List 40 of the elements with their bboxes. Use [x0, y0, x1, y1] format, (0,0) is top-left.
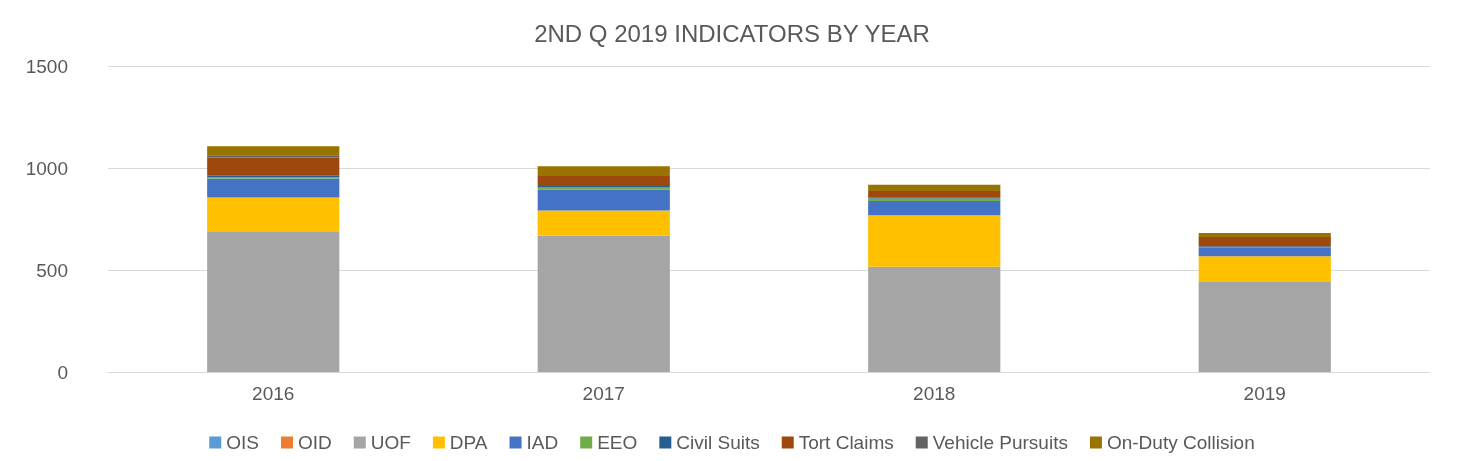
bar — [537, 175, 670, 186]
legend-label: On-Duty Collision — [1106, 432, 1255, 453]
bar — [537, 235, 670, 372]
legend-label: DPA — [449, 432, 488, 453]
bar — [1198, 236, 1331, 247]
bar — [207, 197, 340, 233]
bar — [868, 201, 1001, 216]
legend-label: UOF — [370, 432, 411, 453]
bar — [1198, 247, 1331, 257]
bar — [868, 184, 1001, 192]
bar — [207, 157, 340, 176]
legend-label: EEO — [597, 432, 638, 453]
bar — [868, 215, 1001, 267]
x-tick-label: 2019 — [1243, 383, 1286, 404]
bar — [537, 189, 670, 211]
x-tick-label: 2018 — [913, 383, 956, 404]
y-tick-label: 500 — [36, 259, 68, 281]
bar — [537, 166, 670, 176]
bar — [868, 191, 1001, 198]
bar — [207, 232, 340, 372]
bar — [207, 178, 340, 198]
bar — [1198, 233, 1331, 237]
bar — [207, 155, 340, 158]
bar — [868, 266, 1001, 372]
bar — [1198, 282, 1331, 372]
legend-label: Tort Claims — [798, 432, 894, 453]
legend-label: OIS — [226, 432, 259, 453]
legend-label: IAD — [526, 432, 559, 453]
legend-label: Civil Suits — [676, 432, 760, 453]
legend-label: Vehicle Pursuits — [932, 432, 1068, 453]
x-tick-label: 2017 — [582, 383, 625, 404]
bar — [1198, 256, 1331, 283]
legend-label: OID — [297, 432, 332, 453]
x-tick-label: 2016 — [252, 383, 295, 404]
chart-title: 2ND Q 2019 INDICATORS BY YEAR — [534, 19, 930, 47]
y-tick-label: 0 — [57, 361, 68, 383]
y-tick-label: 1500 — [25, 55, 68, 77]
bar — [207, 146, 340, 156]
bar — [537, 210, 670, 236]
y-tick-label: 1000 — [25, 157, 68, 179]
